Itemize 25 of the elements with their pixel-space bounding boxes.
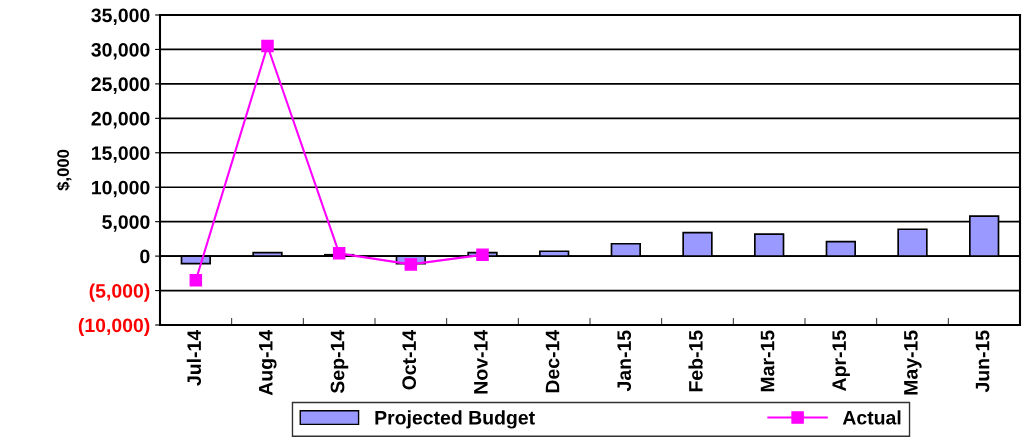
- x-tick-label: Jan-15: [617, 330, 632, 392]
- x-tick-label: Aug-14: [259, 329, 277, 396]
- x-tick-label: Dec-14: [545, 329, 560, 393]
- x-tick-label: Jun-15: [975, 330, 990, 393]
- x-tick-label: Apr-15: [832, 330, 850, 391]
- y-tick-label: 5,000: [102, 215, 150, 232]
- x-tick-label: Feb-15: [688, 330, 703, 392]
- legend-label: Actual: [842, 410, 901, 425]
- x-tick-label: May-15: [904, 330, 922, 395]
- y-axis-title: $,000: [56, 149, 72, 191]
- y-tick-label: (10,000): [78, 317, 150, 337]
- y-tick-label: (5,000): [89, 283, 150, 302]
- y-tick-label: 25,000: [91, 77, 150, 94]
- x-tick-label: Mar-15: [760, 330, 775, 392]
- legend-label: Projected Budget: [375, 410, 535, 429]
- y-tick-label: 0: [140, 249, 150, 264]
- x-tick-label: Sep-14: [330, 329, 349, 394]
- x-tick-label: Jul-14: [186, 329, 202, 386]
- y-tick-label: 15,000: [92, 146, 150, 163]
- x-tick-label: Oct-14: [402, 329, 417, 390]
- y-tick-label: 20,000: [91, 111, 150, 129]
- y-tick-label: 10,000: [92, 180, 150, 198]
- y-tick-label: 30,000: [91, 42, 150, 60]
- y-tick-label: 35,000: [91, 8, 150, 26]
- x-tick-label: Nov-14: [474, 329, 488, 394]
